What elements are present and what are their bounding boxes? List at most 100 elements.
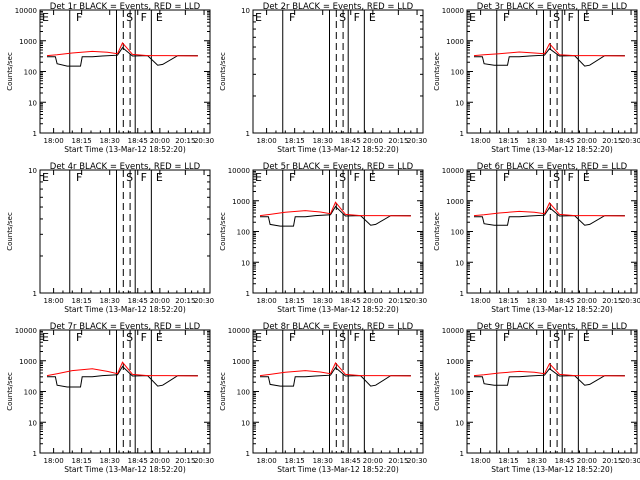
x-tick-label: 20:00 <box>363 297 383 305</box>
plot-frame <box>39 329 211 454</box>
lld-series-line <box>259 361 411 377</box>
event-marker-letter: E <box>583 331 590 344</box>
y-tick-label: 1 <box>33 450 37 458</box>
y-tick-label: 10000 <box>442 7 464 15</box>
x-axis-label: Start Time (13-Mar-12 18:52:20) <box>491 305 613 314</box>
x-tick-label: 20:15 <box>388 457 408 465</box>
x-tick-label: 20:30 <box>407 457 427 465</box>
y-tick-label: 100 <box>24 389 37 397</box>
detector-panel-4: Det 4r BLACK = Events, RED = LLD Counts/s… <box>6 162 214 314</box>
event-marker-letter: E <box>156 11 163 24</box>
y-tick-label: 100 <box>237 229 250 237</box>
x-tick-label: 18:45 <box>555 137 575 145</box>
y-tick-label: 1 <box>33 130 37 138</box>
y-tick-label: 1 <box>460 290 464 298</box>
y-axis-label: Counts/sec <box>6 372 14 411</box>
x-tick-label: 18:15 <box>499 137 519 145</box>
x-tick-label: 18:15 <box>499 297 519 305</box>
x-tick-label: 20:00 <box>150 137 170 145</box>
plot-frame <box>466 9 638 134</box>
event-marker-letter: S <box>339 331 346 344</box>
event-marker-letter: F <box>354 331 360 344</box>
detector-panel-7: Det 7r BLACK = Events, RED = LLD Counts/s… <box>6 322 214 474</box>
event-marker-letter: F <box>289 11 295 24</box>
x-tick-label: 18:00 <box>44 297 64 305</box>
events-series-line <box>474 368 625 386</box>
y-tick-label: 100 <box>451 389 464 397</box>
x-axis-label: Start Time (13-Mar-12 18:52:20) <box>277 305 399 314</box>
x-tick-label: 18:30 <box>527 137 547 145</box>
x-tick-label: 18:45 <box>128 457 148 465</box>
events-series-line <box>474 48 625 67</box>
y-tick-label: 10 <box>455 99 464 107</box>
x-tick-label: 18:15 <box>285 297 305 305</box>
x-axis-label: Start Time (13-Mar-12 18:52:20) <box>277 145 399 154</box>
y-tick-label: 1000 <box>446 358 464 366</box>
event-marker-letter: S <box>553 171 560 184</box>
y-tick-label: 10 <box>28 99 37 107</box>
y-tick-label: 1000 <box>19 358 37 366</box>
x-tick-label: 20:00 <box>577 297 597 305</box>
y-tick-label: 10 <box>455 419 464 427</box>
panel-title: Det 7r BLACK = Events, RED = LLD <box>50 322 201 332</box>
detector-panel-1: Det 1r BLACK = Events, RED = LLD Counts/s… <box>6 2 214 154</box>
x-axis-label: Start Time (13-Mar-12 18:52:20) <box>491 465 613 474</box>
x-tick-label: 20:15 <box>602 297 622 305</box>
event-marker-letter: E <box>469 11 476 24</box>
x-tick-label: 18:15 <box>72 457 92 465</box>
event-marker-letter: F <box>289 171 295 184</box>
x-tick-label: 20:00 <box>577 457 597 465</box>
y-axis-label: Counts/sec <box>6 212 14 251</box>
detector-panel-9: Det 9r BLACK = Events, RED = LLD Counts/s… <box>433 322 640 474</box>
y-axis-label: Counts/sec <box>219 372 227 411</box>
panel-title: Det 9r BLACK = Events, RED = LLD <box>477 322 628 332</box>
lld-series-line <box>473 201 625 217</box>
y-tick-label: 1 <box>33 290 37 298</box>
detector-panel-8: Det 8r BLACK = Events, RED = LLD Counts/s… <box>219 322 427 474</box>
x-tick-label: 18:30 <box>313 137 333 145</box>
events-series-line <box>47 365 198 388</box>
x-tick-label: 20:15 <box>388 137 408 145</box>
event-marker-letter: S <box>339 11 346 24</box>
x-tick-label: 18:00 <box>257 297 277 305</box>
y-tick-label: 100 <box>237 389 250 397</box>
panel-title: Det 3r BLACK = Events, RED = LLD <box>477 2 628 12</box>
x-tick-label: 18:15 <box>72 137 92 145</box>
plot-frame <box>252 329 424 454</box>
y-tick-label: 100 <box>451 69 464 77</box>
x-tick-label: 20:15 <box>175 297 195 305</box>
plot-frame <box>39 9 211 134</box>
y-tick-label: 1000 <box>232 358 250 366</box>
y-tick-label: 10000 <box>442 167 464 175</box>
event-marker-letter: E <box>583 11 590 24</box>
x-tick-label: 18:45 <box>555 297 575 305</box>
plot-frame <box>466 329 638 454</box>
x-tick-label: 20:30 <box>407 297 427 305</box>
event-marker-letter: F <box>141 171 147 184</box>
x-tick-label: 18:45 <box>128 297 148 305</box>
x-tick-label: 20:30 <box>621 137 640 145</box>
x-tick-label: 20:00 <box>363 457 383 465</box>
event-marker-letter: F <box>354 11 360 24</box>
event-marker-letter: S <box>126 171 133 184</box>
x-tick-label: 18:45 <box>341 457 361 465</box>
event-marker-letter: F <box>76 11 82 24</box>
panel-title: Det 8r BLACK = Events, RED = LLD <box>263 322 414 332</box>
x-tick-label: 20:00 <box>577 137 597 145</box>
x-tick-label: 20:00 <box>150 457 170 465</box>
y-tick-label: 1 <box>460 130 464 138</box>
event-marker-letter: E <box>369 11 376 24</box>
y-tick-label: 1 <box>246 450 250 458</box>
plot-frame <box>39 169 211 294</box>
y-tick-label: 10000 <box>15 327 37 335</box>
panel-title: Det 4r BLACK = Events, RED = LLD <box>50 162 201 172</box>
y-tick-label: 100 <box>24 69 37 77</box>
panel-title: Det 6r BLACK = Events, RED = LLD <box>477 162 628 172</box>
event-marker-letter: E <box>42 171 49 184</box>
events-series-line <box>260 205 411 227</box>
event-marker-letter: S <box>553 331 560 344</box>
x-tick-label: 20:30 <box>194 137 214 145</box>
event-marker-letter: F <box>503 171 509 184</box>
event-marker-letter: E <box>255 331 262 344</box>
